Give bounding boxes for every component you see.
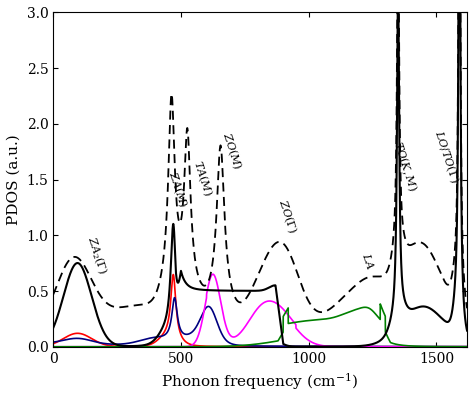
Text: $TA(M)$: $TA(M)$ [190, 158, 215, 198]
Y-axis label: PDOS (a.u.): PDOS (a.u.) [7, 134, 21, 225]
Text: $ZO(M)$: $ZO(M)$ [219, 130, 245, 172]
Text: $LO/TO(\Gamma)$: $LO/TO(\Gamma)$ [431, 128, 462, 185]
Text: $LA$: $LA$ [360, 252, 376, 272]
Text: $ZA_2(\Gamma)$: $ZA_2(\Gamma)$ [84, 234, 110, 276]
X-axis label: Phonon frequency (cm$^{-1}$): Phonon frequency (cm$^{-1}$) [162, 371, 359, 392]
Text: $ZO(\Gamma)$: $ZO(\Gamma)$ [275, 198, 300, 235]
Text: $TO(K,M)$: $TO(K,M)$ [391, 139, 420, 193]
Text: $ZA(M)$: $ZA(M)$ [165, 170, 190, 209]
